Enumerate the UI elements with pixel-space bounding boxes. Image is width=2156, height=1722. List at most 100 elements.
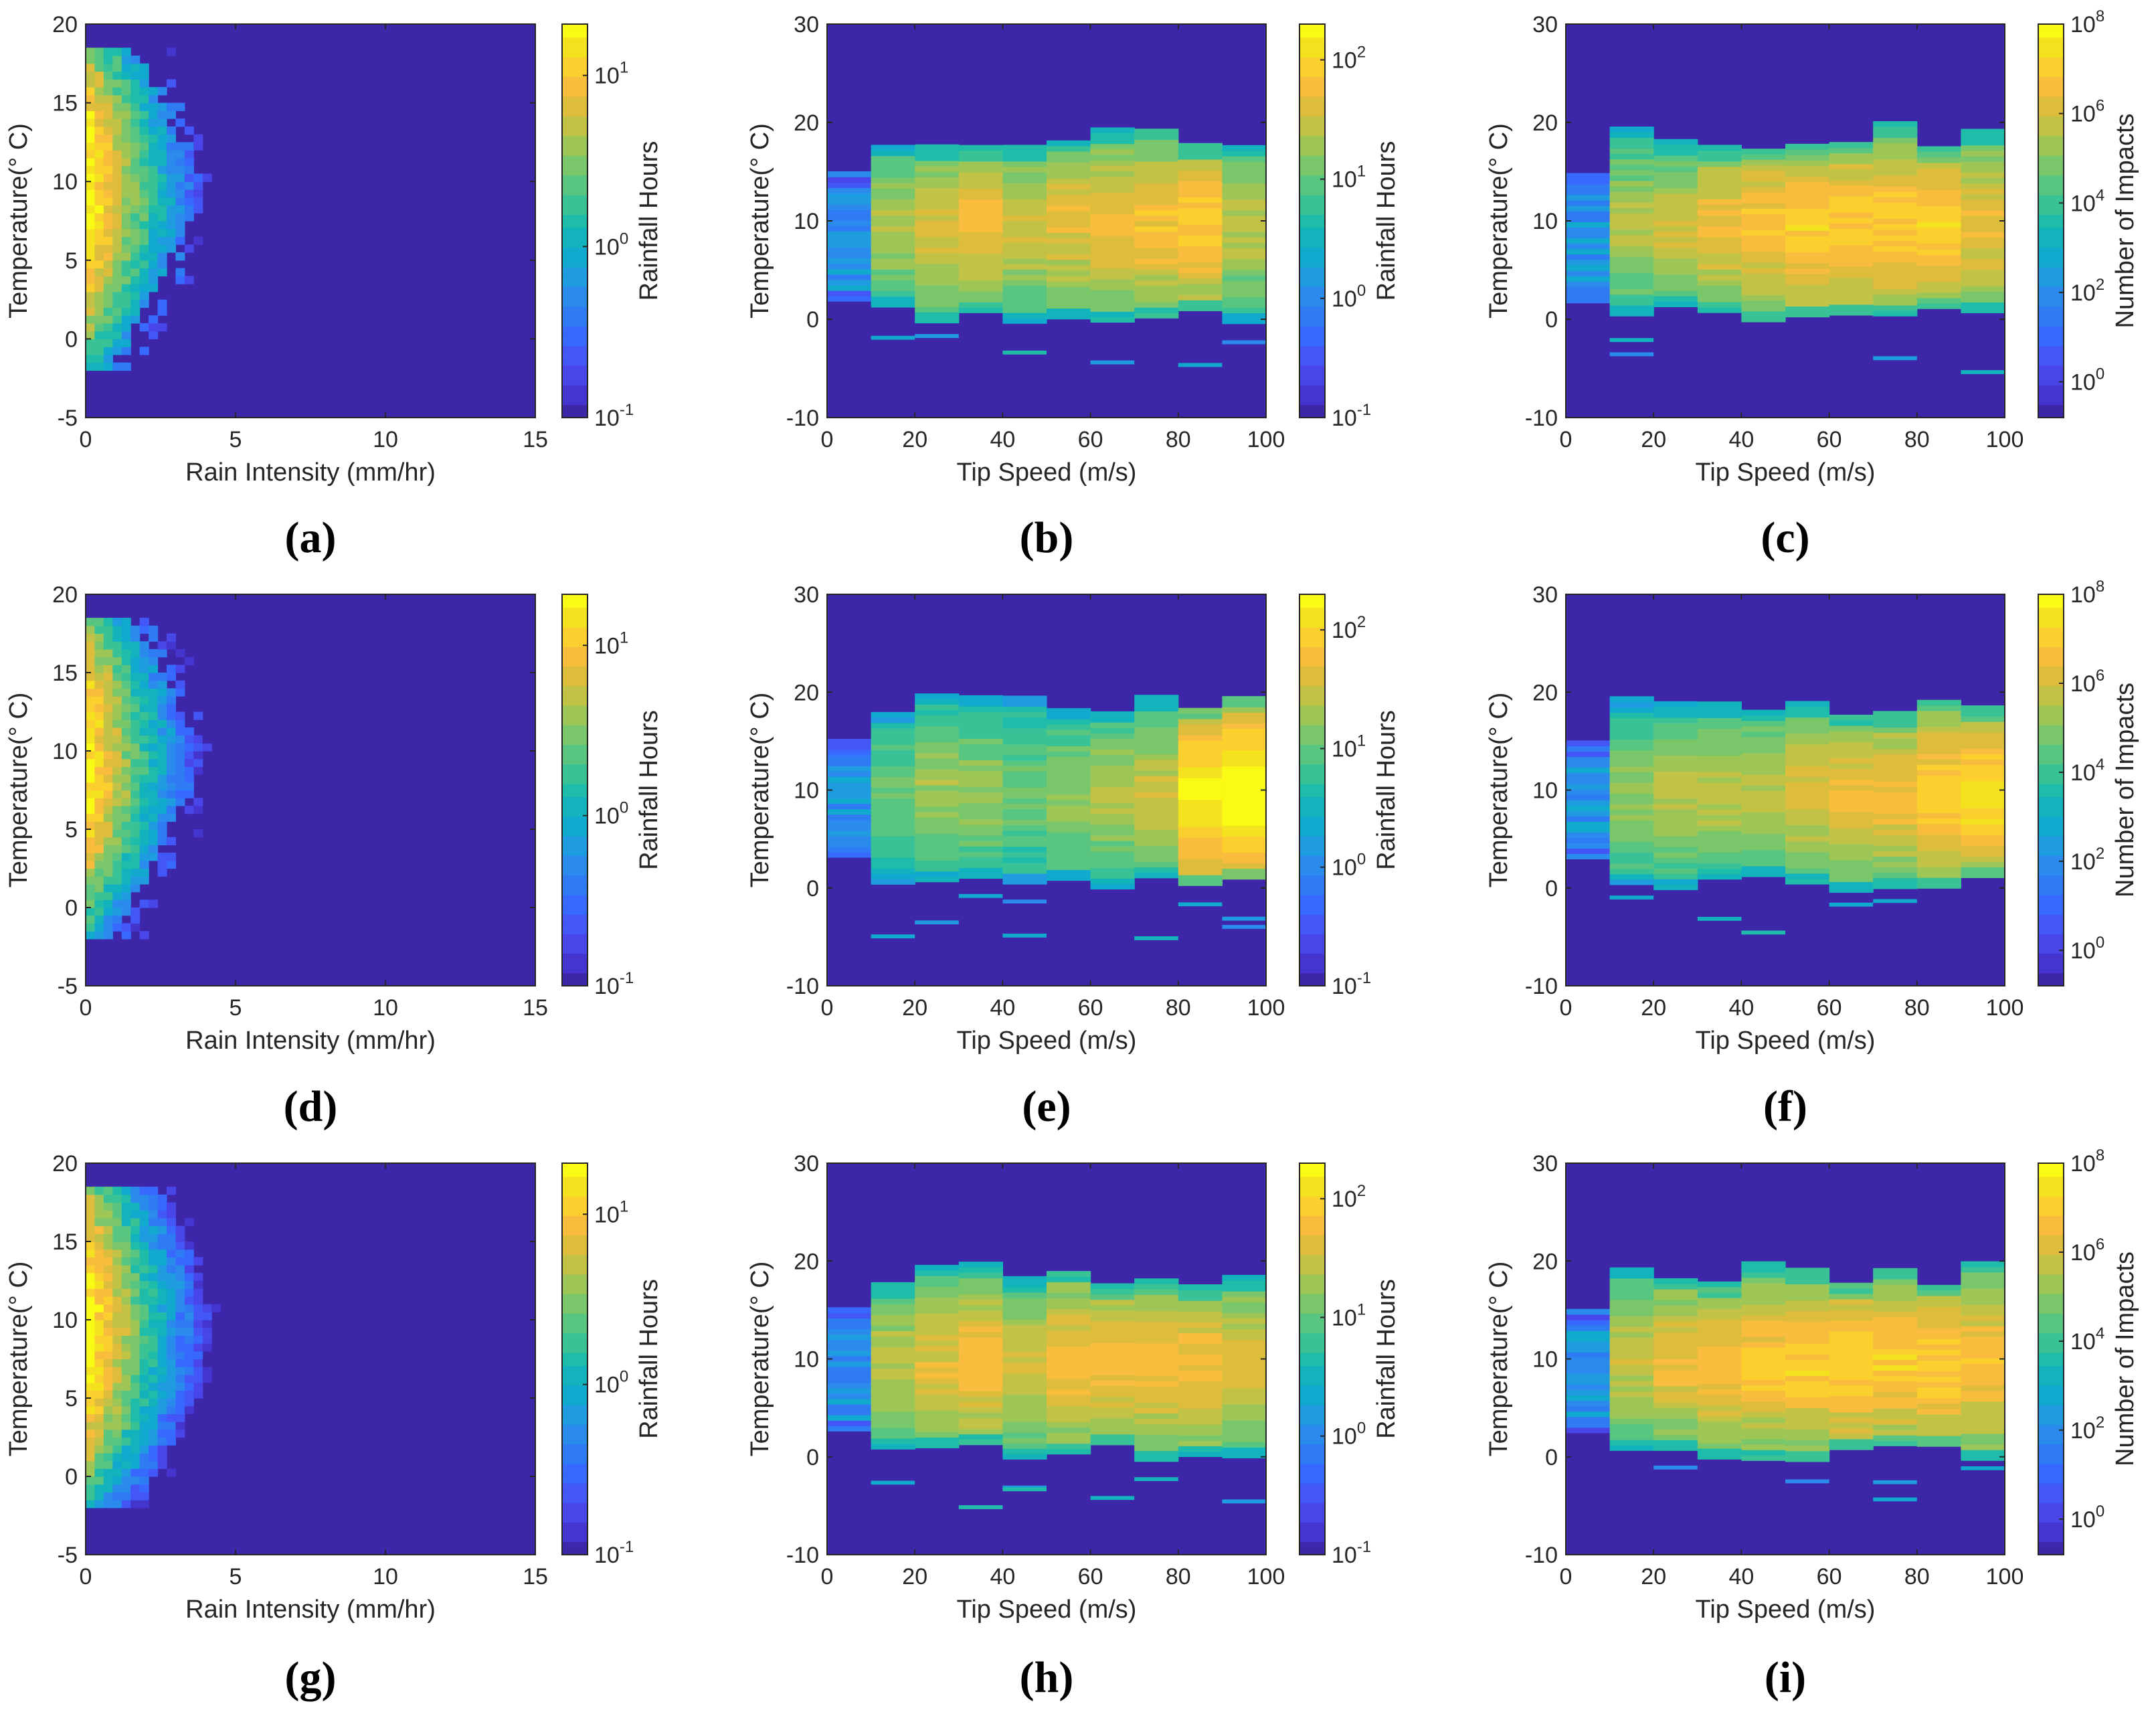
heatmap-cell [130,1194,141,1203]
colorbar-segment [2038,57,2064,64]
heatmap-cell [1697,1432,1742,1438]
colorbar-segment [2038,345,2064,353]
heatmap-cell [149,134,159,143]
heatmap-cell [103,1257,113,1266]
heatmap-cell [1697,1357,1742,1363]
heatmap-cell [958,274,1003,281]
heatmap-cell [1178,762,1223,768]
heatmap-cell [139,1476,149,1485]
heatmap-cell [121,1210,131,1219]
heatmap-cell [103,1296,113,1305]
heatmap-cell [871,830,915,837]
heatmap-cell [915,860,960,867]
y-tick-label: 0 [65,895,78,921]
heatmap-cell [1873,1306,1918,1312]
colorbar-segment [1299,411,1325,418]
heatmap-cell [112,71,122,80]
heatmap-cell [103,665,113,673]
heatmap-cell [94,276,104,284]
heatmap-cell [1916,232,1961,239]
heatmap-cell [958,1428,1003,1435]
heatmap-cell [1178,262,1223,268]
heatmap-cell [112,798,122,806]
heatmap-cell [1566,756,1611,763]
colorbar-tick-label: 102 [2070,845,2104,875]
colorbar-segment [562,901,588,908]
heatmap-cell [1047,1427,1091,1434]
heatmap-cell [1090,187,1135,193]
heatmap-cell [1090,1359,1135,1365]
colorbar-segment [562,1450,588,1458]
heatmap-cell [103,711,113,720]
heatmap-cell [1047,1330,1091,1337]
heatmap-cell [1785,176,1830,183]
heatmap-cell [86,665,96,673]
colorbar-segment [1299,1320,1325,1327]
panel-label: (d) [284,1082,338,1131]
heatmap-cell [958,1304,1003,1311]
heatmap-cell [94,197,104,206]
heatmap-cell [1178,837,1223,843]
heatmap-cell [1961,188,2005,195]
heatmap-cell [94,307,104,316]
heatmap-cell [1090,133,1135,139]
y-tick-label: 20 [52,1151,78,1177]
colorbar-segment [1299,751,1325,758]
heatmap-cell [1653,177,1698,183]
heatmap-cell [121,150,131,159]
heatmap-cell [1741,202,1786,209]
heatmap-cell [1697,1426,1742,1433]
x-tick-label: 40 [1728,1564,1754,1589]
heatmap-cell [1785,241,1830,248]
heatmap-cell [112,1445,122,1454]
heatmap-cell [112,899,122,908]
heatmap-cell [86,1390,96,1399]
heatmap-cell [958,145,1003,151]
colorbar-segment [1299,194,1325,202]
heatmap-cell [86,1304,96,1312]
colorbar-segment [1299,894,1325,902]
heatmap-cell [149,1241,159,1250]
heatmap-cell [1222,221,1267,227]
x-tick-label: 40 [1728,995,1754,1021]
heatmap-cell [112,649,122,658]
heatmap-cell [112,703,122,713]
heatmap-cell [1609,1278,1654,1284]
heatmap-cell [1916,1344,1961,1350]
heatmap-cell [1873,283,1918,290]
heatmap-cell [1002,1314,1047,1320]
colorbar-segment [2038,861,2064,869]
heatmap-cell [915,1388,960,1395]
heatmap-cell [86,625,96,634]
x-tick-label: 60 [1817,427,1842,452]
colorbar-segment [562,365,588,373]
heatmap-cell [149,899,159,908]
heatmap-cell [139,665,149,673]
colorbar-segment [2038,339,2064,346]
heatmap-cells [1566,121,2005,374]
heatmap-cell [175,1265,185,1274]
heatmap-cell [166,782,176,791]
heatmap-cell [871,1320,915,1326]
heatmap-cell [1134,226,1179,232]
heatmap-cell [1873,802,1918,808]
heatmap-cell [1609,213,1654,220]
heatmap-cell [112,860,122,869]
heatmap-cell [871,1428,915,1434]
colorbar-segment [1299,221,1325,228]
heatmap-cell [157,102,167,111]
heatmap-cell [86,181,96,190]
heatmap-cell [157,1217,167,1227]
y-tick-label: -5 [58,1543,78,1568]
heatmap-cell [1785,1407,1830,1414]
y-tick-label: 20 [52,12,78,37]
heatmap-cell [184,743,194,752]
heatmap-cell [1090,294,1135,301]
heatmap-cell [1178,783,1223,790]
heatmap-cell [871,1314,915,1320]
y-tick-label: 20 [794,680,819,705]
heatmap-cell [175,1249,185,1258]
heatmap-cell [1222,1307,1267,1313]
heatmap-cell [1002,1426,1047,1433]
heatmap-cell [1002,776,1047,782]
